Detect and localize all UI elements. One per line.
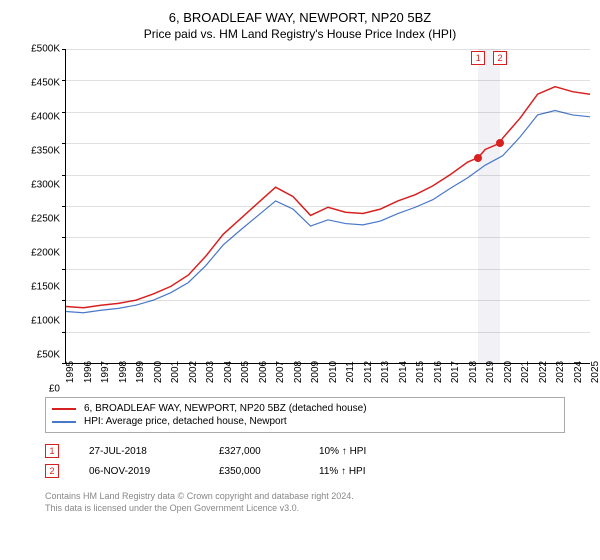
transaction-date: 06-NOV-2019 — [89, 466, 219, 477]
x-tick-label: 1997 — [100, 361, 111, 383]
transaction-row: 1 27-JUL-2018£327,00010% ↑ HPI — [45, 441, 565, 461]
x-tick-label: 2020 — [503, 361, 514, 383]
x-tick-label: 2023 — [555, 361, 566, 383]
page-title: 6, BROADLEAF WAY, NEWPORT, NP20 5BZ — [10, 10, 590, 25]
y-tick-label: £400K — [31, 112, 60, 123]
x-tick-label: 2005 — [240, 361, 251, 383]
footer-attribution: Contains HM Land Registry data © Crown c… — [45, 491, 565, 514]
x-tick-label: 2012 — [363, 361, 374, 383]
transaction-marker: 1 — [45, 444, 59, 458]
transaction-table: 1 27-JUL-2018£327,00010% ↑ HPI 2 06-NOV-201… — [45, 441, 565, 481]
y-tick-label: £0 — [49, 384, 60, 395]
legend-item: 6, BROADLEAF WAY, NEWPORT, NP20 5BZ (det… — [52, 402, 558, 415]
x-tick-label: 2019 — [485, 361, 496, 383]
gridline — [66, 49, 590, 50]
footer-line-1: Contains HM Land Registry data © Crown c… — [45, 491, 565, 503]
y-tick-label: £350K — [31, 146, 60, 157]
transaction-date: 27-JUL-2018 — [89, 446, 219, 457]
x-tick-label: 1995 — [65, 361, 76, 383]
transaction-price: £350,000 — [219, 466, 319, 477]
gridline — [66, 80, 590, 81]
y-axis-labels: £0£50K£100K£150K£200K£250K£300K£350K£400… — [10, 49, 60, 389]
y-tick-label: £450K — [31, 78, 60, 89]
legend-swatch — [52, 408, 76, 410]
x-tick-label: 1998 — [118, 361, 129, 383]
y-tick-label: £250K — [31, 214, 60, 225]
footer-line-2: This data is licensed under the Open Gov… — [45, 503, 565, 515]
x-tick-label: 2009 — [310, 361, 321, 383]
transaction-pct: 11% ↑ HPI — [319, 466, 419, 477]
x-tick-label: 2008 — [293, 361, 304, 383]
x-tick-label: 2006 — [258, 361, 269, 383]
x-tick-label: 2010 — [328, 361, 339, 383]
y-tick-label: £200K — [31, 248, 60, 259]
x-tick-label: 2000 — [153, 361, 164, 383]
transaction-marker: 2 — [45, 464, 59, 478]
x-tick-label: 2014 — [398, 361, 409, 383]
gridline — [66, 300, 590, 301]
x-tick-label: 2015 — [415, 361, 426, 383]
x-tick-label: 2025 — [590, 361, 600, 383]
gridline — [66, 269, 590, 270]
marker-dot-2 — [496, 139, 504, 147]
x-tick-label: 2004 — [223, 361, 234, 383]
y-tick-label: £300K — [31, 180, 60, 191]
x-tick-label: 2011 — [345, 361, 356, 383]
transaction-pct: 10% ↑ HPI — [319, 446, 419, 457]
y-tick-label: £500K — [31, 44, 60, 55]
chart: £0£50K£100K£150K£200K£250K£300K£350K£400… — [30, 49, 590, 389]
gridline — [66, 112, 590, 113]
legend-label: 6, BROADLEAF WAY, NEWPORT, NP20 5BZ (det… — [84, 403, 367, 414]
legend-label: HPI: Average price, detached house, Newp… — [84, 416, 287, 427]
gridline — [66, 143, 590, 144]
marker-label-1: 1 — [471, 51, 485, 65]
gridline — [66, 237, 590, 238]
y-tick-label: £50K — [37, 350, 60, 361]
gridline — [66, 206, 590, 207]
x-tick-label: 2022 — [538, 361, 549, 383]
legend-swatch — [52, 421, 76, 423]
x-tick-label: 2003 — [205, 361, 216, 383]
x-tick-label: 2013 — [380, 361, 391, 383]
transaction-row: 2 06-NOV-2019£350,00011% ↑ HPI — [45, 461, 565, 481]
plot-area: 12 — [65, 49, 590, 364]
x-tick-label: 1999 — [135, 361, 146, 383]
y-tick-label: £100K — [31, 316, 60, 327]
gridline — [66, 175, 590, 176]
gridline — [66, 332, 590, 333]
x-tick-label: 2017 — [450, 361, 461, 383]
x-tick-label: 2001 — [170, 361, 181, 383]
legend: 6, BROADLEAF WAY, NEWPORT, NP20 5BZ (det… — [45, 397, 565, 433]
x-tick-label: 2024 — [573, 361, 584, 383]
y-tick-label: £150K — [31, 282, 60, 293]
x-tick-label: 2018 — [468, 361, 479, 383]
marker-label-2: 2 — [493, 51, 507, 65]
legend-item: HPI: Average price, detached house, Newp… — [52, 415, 558, 428]
x-tick-label: 2002 — [188, 361, 199, 383]
transaction-price: £327,000 — [219, 446, 319, 457]
x-axis-labels: 1995 1996 1997 1998 1999 2000 2001 2002 2003 2004… — [65, 364, 590, 394]
x-tick-label: 1996 — [83, 361, 94, 383]
x-tick-label: 2021 — [520, 361, 531, 383]
marker-dot-1 — [474, 154, 482, 162]
page-subtitle: Price paid vs. HM Land Registry's House … — [10, 27, 590, 41]
x-tick-label: 2007 — [275, 361, 286, 383]
series-property — [66, 87, 590, 308]
x-tick-label: 2016 — [433, 361, 444, 383]
series-hpi — [66, 111, 590, 313]
